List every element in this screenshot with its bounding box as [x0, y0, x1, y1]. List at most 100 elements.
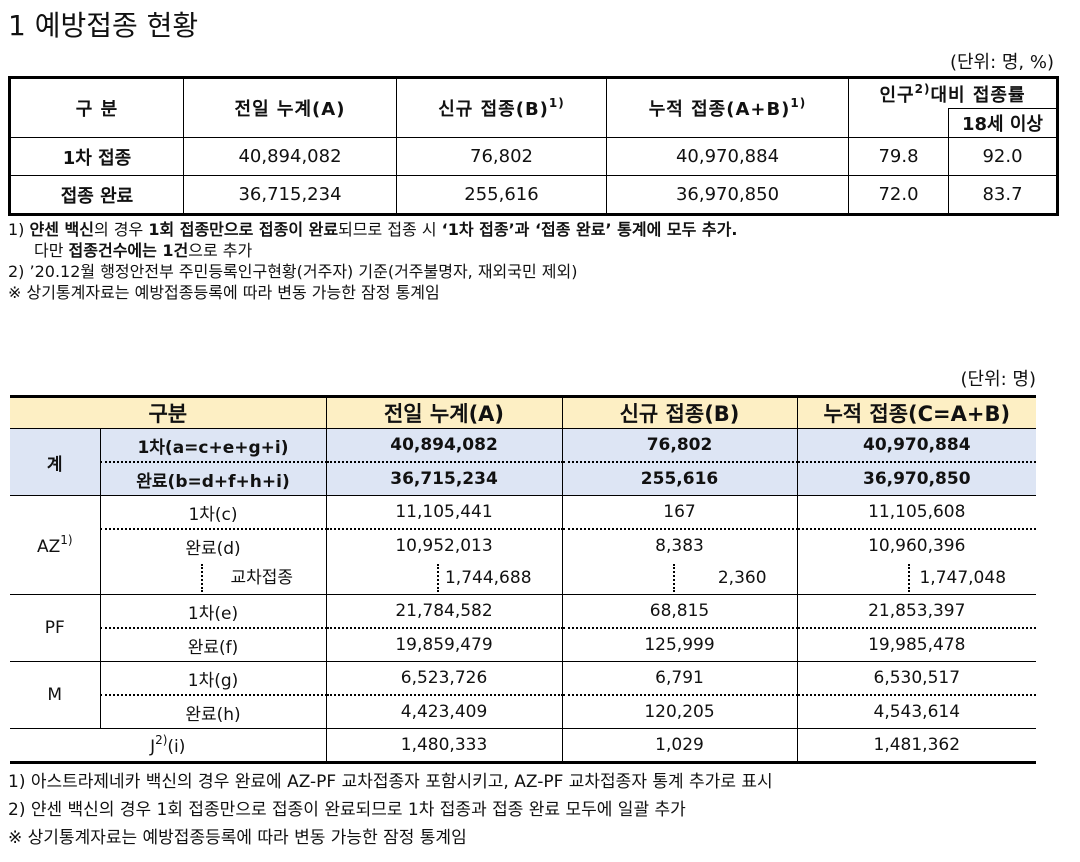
cell: 76,802: [561, 428, 798, 462]
footnote-mark: 1): [548, 96, 565, 110]
group-cell: PF: [10, 594, 101, 662]
cell: 접종 완료: [9, 175, 184, 215]
text: 접종건수에는 1건: [68, 241, 189, 260]
cross-value: 교차접종: [200, 564, 326, 592]
header: 신규 접종(B): [561, 396, 798, 429]
cell: 21,784,582: [325, 594, 563, 628]
cell: 68,815: [561, 594, 798, 628]
cell: 36,970,850: [606, 175, 849, 215]
cell: 72.0: [848, 175, 949, 215]
cell: 1,747,048: [796, 562, 1037, 595]
cell: 255,616: [561, 461, 798, 496]
cell: 21,853,397: [796, 594, 1037, 628]
note: ※ 상기통계자료는 예방접종등록에 따라 변동 가능한 잠정 통계임: [8, 828, 467, 848]
group-label: PF: [44, 618, 65, 638]
note: 1) 얀센 백신의 경우 1회 접종만으로 접종이 완료되므로 접종 시 ‘1차…: [8, 219, 737, 240]
header: 신규 접종(B)1): [396, 77, 607, 138]
cell: 1차(c): [99, 495, 327, 529]
cell: 40,894,082: [325, 428, 563, 462]
cell: 완료(d): [99, 528, 327, 562]
note: 1) 아스트라제네카 백신의 경우 완료에 AZ-PF 교차접종자 포함시키고,…: [8, 772, 773, 792]
group-cell: M: [10, 661, 101, 729]
cell: 8,383: [561, 528, 798, 562]
notes: 1) 얀센 백신의 경우 1회 접종만으로 접종이 완료되므로 접종 시 ‘1차…: [8, 219, 737, 303]
cell: 교차접종: [99, 562, 327, 595]
text: 1): [8, 220, 30, 239]
row: 완료(b=d+f+h+i) 36,715,234 255,616 36,970,850: [10, 461, 1037, 496]
row: 완료(f) 19,859,479 125,999 19,985,478: [10, 627, 1037, 662]
header: 전일 누계(A): [183, 77, 397, 138]
group-cell: AZ1): [10, 495, 101, 595]
title: 1 예방접종 현황: [8, 9, 199, 42]
cell: 11,105,441: [325, 495, 563, 529]
table2: 구분 전일 누계(A) 신규 접종(B) 누적 접종(C=A+B) 계 1차(a=c+e…: [10, 395, 1037, 764]
subheader: 18세 이상: [947, 108, 1059, 138]
note: ※ 상기통계자료는 예방접종등록에 따라 변동 가능한 잠정 통계임: [8, 283, 440, 302]
header-text: 인구: [879, 84, 915, 106]
header-text: 대비 접종률: [930, 84, 1026, 106]
cell: 완료(b=d+f+h+i): [99, 461, 327, 496]
cross-value: 2,360: [672, 564, 797, 592]
cell: 83.7: [947, 175, 1059, 215]
cell: 1,480,333: [325, 728, 563, 763]
cell: 1차(e): [99, 594, 327, 628]
cell: 완료(f): [99, 627, 327, 662]
row: 완료(d) 10,952,013 8,383 10,960,396: [10, 528, 1037, 562]
cell: 40,970,884: [796, 428, 1037, 462]
text: 의 경우: [93, 220, 149, 239]
group-label: 계: [46, 454, 63, 475]
cell: 1,029: [561, 728, 798, 763]
cell: 36,970,850: [796, 461, 1037, 496]
blank: [848, 108, 949, 138]
cell: 6,530,517: [796, 661, 1037, 695]
header-text: 신규 접종(B): [438, 99, 549, 120]
notes: 1) 아스트라제네카 백신의 경우 완료에 AZ-PF 교차접종자 포함시키고,…: [8, 768, 773, 852]
note: 다만 접종건수에는 1건으로 추가: [8, 240, 737, 261]
row: J2)(i) 1,480,333 1,029 1,481,362: [10, 728, 1037, 763]
header-text: 누적 접종(A+B): [648, 99, 791, 120]
cross-value: 1,747,048: [907, 564, 1037, 592]
cell: 19,859,479: [325, 627, 563, 662]
row: 교차접종 1,744,688 2,360 1,747,048: [10, 562, 1037, 595]
header: 누적 접종(A+B)1): [606, 77, 849, 138]
footnote-mark: 2): [914, 81, 931, 96]
text: 얀센 백신: [29, 220, 94, 239]
header: 인구2)대비 접종률: [847, 77, 1059, 109]
footnote-mark: 2): [155, 733, 168, 747]
group-cell: 계: [10, 428, 101, 496]
cell: 1차 접종: [9, 137, 184, 176]
cell: 4,423,409: [325, 694, 563, 729]
header: 누적 접종(C=A+B): [796, 396, 1037, 429]
footnote-mark: 1): [790, 96, 807, 110]
cell: 92.0: [947, 137, 1059, 176]
cell: 완료(h): [99, 694, 327, 729]
text: 다만: [34, 241, 69, 260]
cell: 120,205: [561, 694, 798, 729]
note: 2) ’20.12월 행정안전부 주민등록인구현황(거주자) 기준(거주불명자,…: [8, 262, 578, 281]
row: PF 1차(e) 21,784,582 68,815 21,853,397: [10, 594, 1037, 662]
text: 으로 추가: [188, 241, 253, 260]
cell: 10,960,396: [796, 528, 1037, 562]
cell: 1차(a=c+e+g+i): [99, 428, 327, 462]
cell: 10,952,013: [325, 528, 563, 562]
cell: 76,802: [396, 137, 607, 176]
note: 2) 얀센 백신의 경우 1회 접종만으로 접종이 완료되므로 1차 접종과 접…: [8, 800, 686, 820]
group-label: (i): [167, 737, 186, 757]
text: 1회 접종만으로 접종이 완료: [148, 220, 339, 239]
row: 완료(h) 4,423,409 120,205 4,543,614: [10, 694, 1037, 729]
cell: 2,360: [561, 562, 798, 595]
cross-value: 1,744,688: [436, 564, 562, 592]
cell: 40,970,884: [606, 137, 849, 176]
cell: 1,481,362: [796, 728, 1037, 763]
row: 계 1차(a=c+e+g+i) 40,894,082 76,802 40,970,884: [10, 428, 1037, 496]
text: 되므로 접종 시: [338, 220, 442, 239]
group-label: AZ: [36, 537, 61, 557]
cell: 36,715,234: [325, 461, 563, 496]
group-label: M: [47, 685, 63, 705]
cell: 11,105,608: [796, 495, 1037, 529]
group-label: J: [150, 737, 156, 757]
row: M 1차(g) 6,523,726 6,791 6,530,517: [10, 661, 1037, 729]
cell: 79.8: [848, 137, 949, 176]
unit: (단위: 명, %): [949, 52, 1054, 73]
